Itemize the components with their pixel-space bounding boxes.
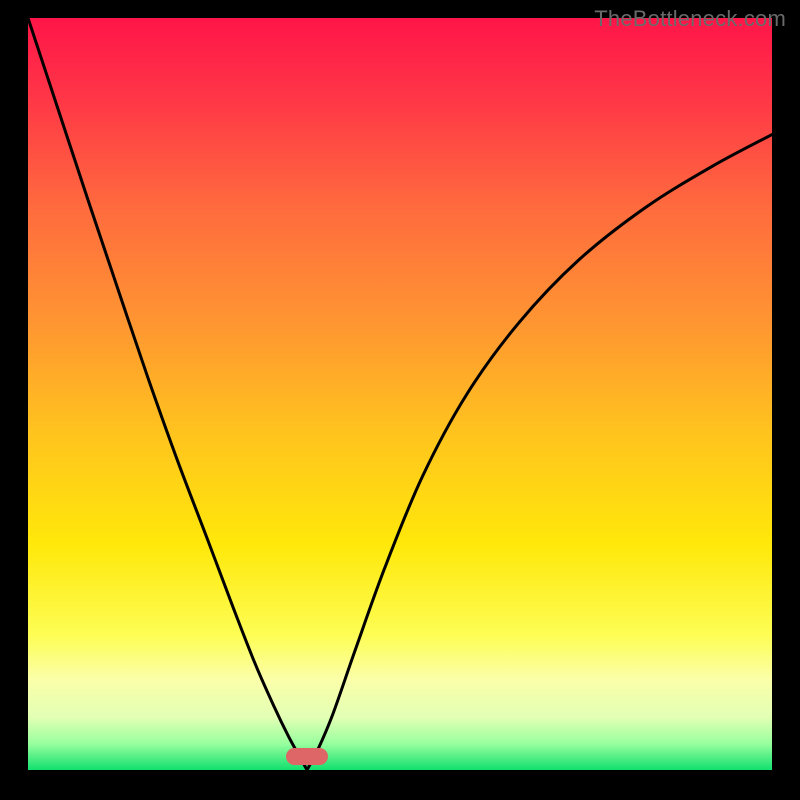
watermark-text: TheBottleneck.com — [594, 6, 786, 32]
chart-background — [28, 18, 772, 770]
plot-area — [28, 18, 772, 770]
cusp-marker — [286, 748, 328, 765]
bottleneck-curve-chart — [28, 18, 772, 770]
